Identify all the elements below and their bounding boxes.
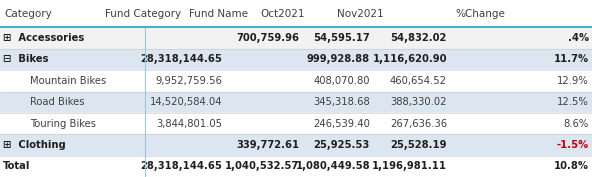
Text: 8.6%: 8.6% (564, 119, 589, 129)
Bar (0, 0, 592, 27)
Text: 28,318,144.65: 28,318,144.65 (140, 161, 222, 171)
Text: ⊞  Accessories: ⊞ Accessories (3, 33, 84, 43)
Text: 25,528.19: 25,528.19 (391, 140, 447, 150)
Text: 246,539.40: 246,539.40 (313, 119, 370, 129)
Text: 1,196,981.11: 1,196,981.11 (372, 161, 447, 171)
Text: Oct2021: Oct2021 (260, 9, 305, 19)
Text: 700,759.96: 700,759.96 (236, 33, 299, 43)
Text: ⊞  Clothing: ⊞ Clothing (3, 140, 66, 150)
Text: 11.7%: 11.7% (554, 55, 589, 64)
Text: 339,772.61: 339,772.61 (236, 140, 299, 150)
Text: 25,925.53: 25,925.53 (314, 140, 370, 150)
Text: 408,070.80: 408,070.80 (314, 76, 370, 86)
Text: Touring Bikes: Touring Bikes (30, 119, 95, 129)
Text: 1,116,620.90: 1,116,620.90 (372, 55, 447, 64)
Text: Road Bikes: Road Bikes (30, 97, 84, 107)
Text: 54,595.17: 54,595.17 (313, 33, 370, 43)
Text: Fund Category: Fund Category (105, 9, 182, 19)
Text: 3,844,801.05: 3,844,801.05 (156, 119, 222, 129)
Text: 10.8%: 10.8% (554, 161, 589, 171)
Text: 388,330.02: 388,330.02 (391, 97, 447, 107)
Text: Fund Name: Fund Name (189, 9, 249, 19)
Bar (0, 134, 592, 156)
Text: 9,952,759.56: 9,952,759.56 (155, 76, 222, 86)
Bar (0, 27, 592, 49)
Text: 1,040,532.57: 1,040,532.57 (225, 161, 299, 171)
Text: %Change: %Change (456, 9, 506, 19)
Text: 12.9%: 12.9% (557, 76, 589, 86)
Text: 460,654.52: 460,654.52 (390, 76, 447, 86)
Bar (0, 156, 592, 177)
Text: Total: Total (3, 161, 30, 171)
Text: 28,318,144.65: 28,318,144.65 (140, 55, 222, 64)
Text: 267,636.36: 267,636.36 (390, 119, 447, 129)
Text: Mountain Bikes: Mountain Bikes (30, 76, 106, 86)
Text: -1.5%: -1.5% (557, 140, 589, 150)
Text: 54,832.02: 54,832.02 (391, 33, 447, 43)
Bar (0, 49, 592, 70)
Text: 12.5%: 12.5% (557, 97, 589, 107)
Bar (0, 70, 592, 92)
Text: .4%: .4% (568, 33, 589, 43)
Bar (0, 113, 592, 134)
Text: 999,928.88: 999,928.88 (307, 55, 370, 64)
Text: ⊟  Bikes: ⊟ Bikes (3, 55, 49, 64)
Text: 345,318.68: 345,318.68 (313, 97, 370, 107)
Text: 1,080,449.58: 1,080,449.58 (295, 161, 370, 171)
Text: 14,520,584.04: 14,520,584.04 (150, 97, 222, 107)
Text: Nov2021: Nov2021 (337, 9, 384, 19)
Bar (0, 92, 592, 113)
Text: Category: Category (5, 9, 53, 19)
